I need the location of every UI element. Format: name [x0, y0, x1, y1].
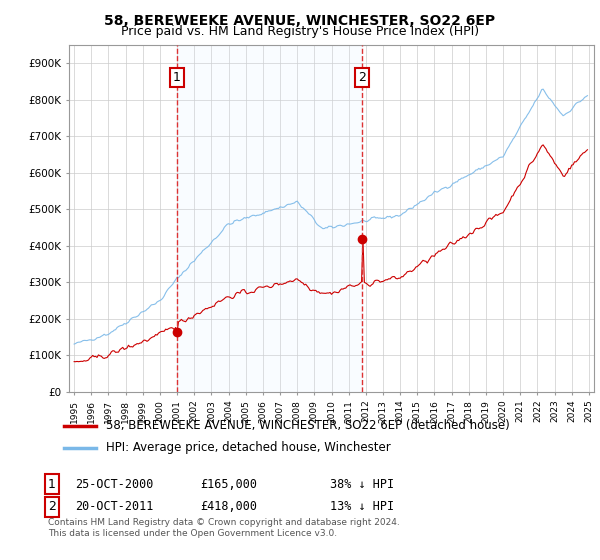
- Text: 2: 2: [48, 500, 56, 514]
- Text: 58, BEREWEEKE AVENUE, WINCHESTER, SO22 6EP: 58, BEREWEEKE AVENUE, WINCHESTER, SO22 6…: [104, 14, 496, 28]
- Text: £165,000: £165,000: [200, 478, 257, 491]
- Text: 2: 2: [358, 71, 367, 84]
- Text: 58, BEREWEEKE AVENUE, WINCHESTER, SO22 6EP (detached house): 58, BEREWEEKE AVENUE, WINCHESTER, SO22 6…: [106, 419, 510, 432]
- Text: 13% ↓ HPI: 13% ↓ HPI: [330, 500, 394, 514]
- Text: 1: 1: [48, 478, 56, 491]
- Text: 1: 1: [173, 71, 181, 84]
- Text: 38% ↓ HPI: 38% ↓ HPI: [330, 478, 394, 491]
- Text: HPI: Average price, detached house, Winchester: HPI: Average price, detached house, Winc…: [106, 441, 391, 454]
- Text: Contains HM Land Registry data © Crown copyright and database right 2024.
This d: Contains HM Land Registry data © Crown c…: [48, 518, 400, 538]
- Text: 25-OCT-2000: 25-OCT-2000: [75, 478, 154, 491]
- Text: 20-OCT-2011: 20-OCT-2011: [75, 500, 154, 514]
- Text: Price paid vs. HM Land Registry's House Price Index (HPI): Price paid vs. HM Land Registry's House …: [121, 25, 479, 38]
- Bar: [177, 45, 362, 392]
- Text: £418,000: £418,000: [200, 500, 257, 514]
